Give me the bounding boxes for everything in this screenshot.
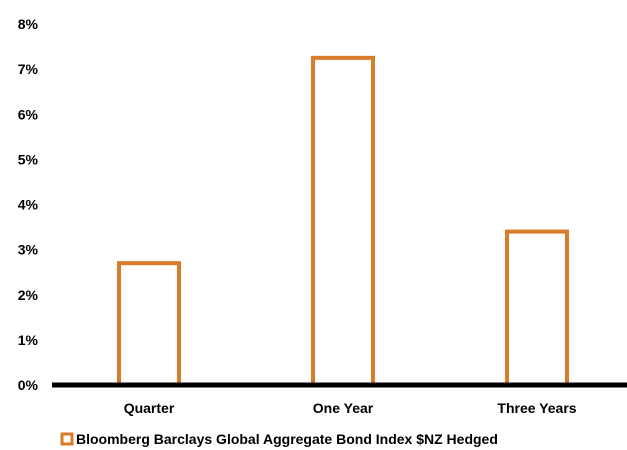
y-tick-label: 4% (18, 197, 39, 213)
legend-label: Bloomberg Barclays Global Aggregate Bond… (76, 431, 498, 447)
bars (117, 55, 569, 388)
bar (311, 55, 375, 387)
y-tick-label: 3% (18, 242, 39, 258)
y-tick-label: 1% (18, 332, 39, 348)
x-tick-label: One Year (313, 400, 374, 416)
x-tick-label: Quarter (124, 400, 175, 416)
legend: Bloomberg Barclays Global Aggregate Bond… (60, 431, 498, 447)
legend-swatch (60, 432, 74, 446)
bar (117, 261, 181, 388)
y-tick-label: 5% (18, 151, 39, 167)
y-tick-label: 0% (18, 377, 39, 393)
bar (505, 229, 569, 387)
x-axis-labels: Quarter One Year Three Years (124, 400, 577, 416)
y-tick-label: 6% (18, 106, 39, 122)
y-axis-ticks: 0% 1% 2% 3% 4% 5% 6% 7% 8% (18, 16, 39, 393)
x-tick-label: Three Years (497, 400, 576, 416)
y-tick-label: 2% (18, 287, 39, 303)
y-tick-label: 8% (18, 16, 39, 32)
y-tick-label: 7% (18, 61, 39, 77)
